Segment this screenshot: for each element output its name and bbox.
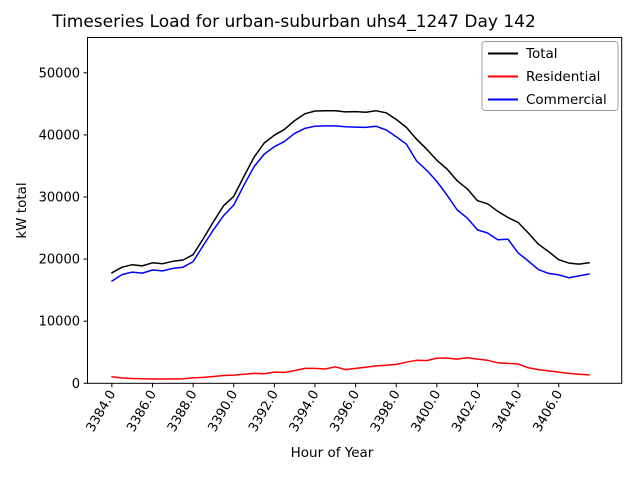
legend: Total Residential Commercial [481, 41, 619, 111]
x-axis-label: Hour of Year [291, 445, 374, 461]
y-tick-label: 0 [72, 377, 80, 392]
legend-label-total: Total [525, 46, 558, 62]
legend-box [481, 41, 619, 111]
y-tick-label: 10000 [39, 315, 80, 330]
residential-line [111, 357, 590, 380]
y-axis-ticks: 0 10000 20000 30000 40000 50000 [39, 66, 88, 392]
series-lines [111, 109, 590, 380]
legend-entry-commercial: Commercial [488, 92, 607, 108]
y-tick-label: 30000 [39, 190, 80, 205]
commercial-line [111, 125, 590, 282]
chart-title: Timeseries Load for urban-suburban uhs4_… [51, 12, 536, 32]
legend-label-commercial: Commercial [526, 92, 607, 108]
y-tick-label: 40000 [39, 128, 80, 143]
y-tick-label: 20000 [39, 253, 80, 268]
legend-entry-total: Total [488, 46, 558, 62]
plot-area-border [87, 37, 623, 384]
total-line [111, 109, 590, 274]
legend-entry-residential: Residential [488, 69, 600, 85]
y-axis-label: kW total [14, 182, 30, 238]
legend-label-residential: Residential [526, 69, 600, 85]
y-tick-label: 50000 [39, 66, 80, 81]
